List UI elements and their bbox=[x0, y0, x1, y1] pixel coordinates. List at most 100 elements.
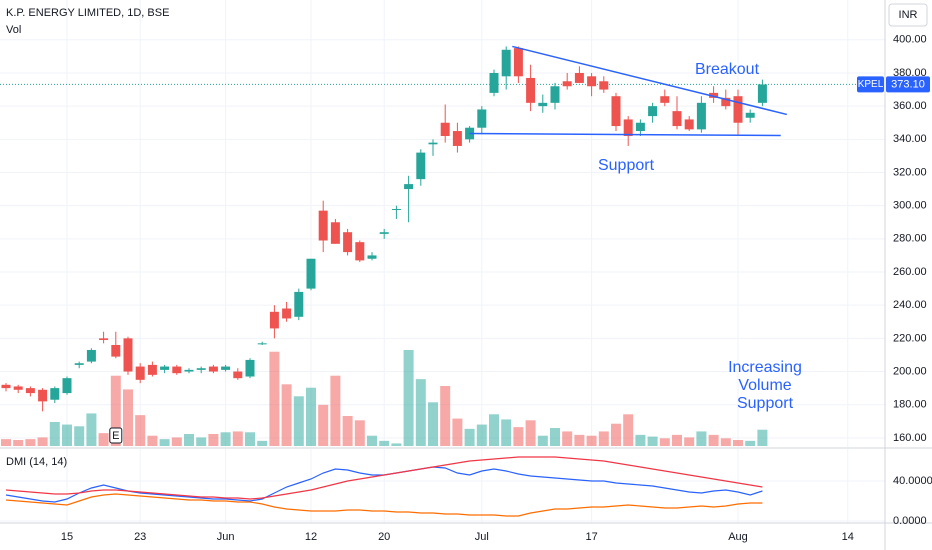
annotation: Support bbox=[737, 395, 794, 412]
volume-bar bbox=[1, 439, 11, 446]
candle-body bbox=[611, 96, 621, 127]
y-tick-label: 380.00 bbox=[893, 67, 927, 79]
volume-bar bbox=[318, 404, 329, 446]
dmi-tick-label: 0.0000 bbox=[893, 515, 927, 527]
earnings-marker bbox=[109, 427, 123, 444]
y-tick-label: 240.00 bbox=[893, 299, 927, 311]
x-tick-label: Jun bbox=[217, 531, 235, 543]
y-tick-label: 300.00 bbox=[893, 200, 927, 212]
annotation: Volume bbox=[738, 377, 791, 394]
volume-bar bbox=[501, 419, 512, 446]
dmi-line bbox=[5, 493, 763, 517]
volume-bar bbox=[184, 434, 194, 446]
volume-bar bbox=[367, 435, 377, 446]
x-tick-label: Jul bbox=[475, 531, 489, 543]
volume-bar bbox=[110, 375, 121, 446]
candle-body bbox=[111, 344, 121, 357]
candle-body bbox=[672, 111, 682, 127]
candle-body bbox=[538, 102, 548, 107]
volume-bar bbox=[672, 434, 682, 446]
candle-body bbox=[221, 366, 231, 370]
y-tick-label: 400.00 bbox=[893, 34, 927, 46]
candle-body bbox=[38, 389, 48, 402]
y-tick-label: 180.00 bbox=[893, 399, 927, 411]
candle-body bbox=[404, 184, 414, 190]
volume-bar bbox=[720, 438, 731, 446]
candle-body bbox=[86, 349, 96, 362]
y-tick-label: 340.00 bbox=[893, 133, 927, 145]
y-tick-label: 200.00 bbox=[893, 365, 927, 377]
candle-body bbox=[25, 388, 35, 394]
y-tick-label: 260.00 bbox=[893, 266, 927, 278]
volume-bar bbox=[123, 389, 133, 446]
candle-body bbox=[513, 48, 523, 77]
volume-bar bbox=[525, 420, 536, 446]
volume-bar bbox=[342, 416, 353, 446]
volume-bar bbox=[513, 427, 524, 446]
candle-body bbox=[257, 343, 267, 345]
candle-body bbox=[684, 119, 694, 130]
candle-body bbox=[526, 77, 536, 103]
candle-body bbox=[550, 86, 560, 103]
volume-bar bbox=[708, 434, 719, 446]
candle-body bbox=[330, 222, 340, 244]
candle-body bbox=[587, 76, 597, 87]
x-tick-label: 17 bbox=[585, 531, 597, 543]
x-tick-label: 15 bbox=[61, 531, 73, 543]
volume-bar bbox=[62, 424, 72, 446]
candle-body bbox=[416, 152, 426, 180]
volume-bar bbox=[684, 437, 695, 446]
volume-bar bbox=[159, 439, 170, 446]
candle-body bbox=[489, 72, 499, 93]
candle-body bbox=[367, 255, 377, 259]
candle-body bbox=[648, 106, 658, 117]
volume-bar bbox=[379, 440, 390, 446]
candle-body bbox=[208, 366, 218, 372]
candle-body bbox=[562, 81, 572, 87]
candle-body bbox=[147, 364, 157, 375]
candle-body bbox=[13, 386, 23, 390]
candle-body bbox=[721, 97, 731, 107]
volume-bar bbox=[208, 434, 219, 446]
candle-body bbox=[294, 291, 304, 317]
volume-bar bbox=[562, 431, 573, 446]
volume-bar bbox=[586, 435, 597, 446]
candle-body bbox=[428, 142, 438, 145]
candle-body bbox=[696, 102, 706, 130]
candle-body bbox=[233, 371, 243, 379]
volume-bar bbox=[86, 413, 97, 446]
volume-bar bbox=[37, 437, 48, 446]
volume-bar bbox=[330, 375, 341, 446]
currency-box[interactable] bbox=[888, 3, 928, 27]
volume-bar bbox=[415, 379, 426, 446]
candle-body bbox=[62, 378, 72, 394]
x-tick-label: Aug bbox=[728, 531, 748, 543]
volume-bar bbox=[440, 386, 451, 446]
volume-bar bbox=[452, 418, 463, 446]
volume-bar bbox=[611, 423, 621, 446]
x-tick-label: 14 bbox=[842, 531, 854, 543]
volume-bar bbox=[354, 420, 365, 446]
volume-bar bbox=[464, 428, 475, 446]
volume-bar bbox=[135, 415, 146, 446]
symbol-badge bbox=[857, 76, 884, 93]
annotation: Support bbox=[598, 157, 655, 174]
volume-bar bbox=[269, 351, 280, 446]
candle-body bbox=[660, 96, 670, 103]
candle-body bbox=[599, 81, 609, 90]
annotation: Increasing bbox=[728, 359, 802, 376]
candle-body bbox=[50, 388, 60, 400]
candle-body bbox=[343, 232, 353, 253]
volume-bar bbox=[391, 443, 402, 446]
symbol-label: KPEL bbox=[858, 79, 884, 90]
volume-bar bbox=[476, 424, 487, 446]
candle-body bbox=[306, 258, 316, 289]
y-tick-label: 360.00 bbox=[893, 100, 927, 112]
volume-bar bbox=[13, 440, 24, 446]
volume-bar bbox=[489, 414, 499, 446]
volume-bar bbox=[196, 437, 207, 446]
y-tick-label: 280.00 bbox=[893, 233, 927, 245]
volume-bar bbox=[623, 414, 634, 446]
